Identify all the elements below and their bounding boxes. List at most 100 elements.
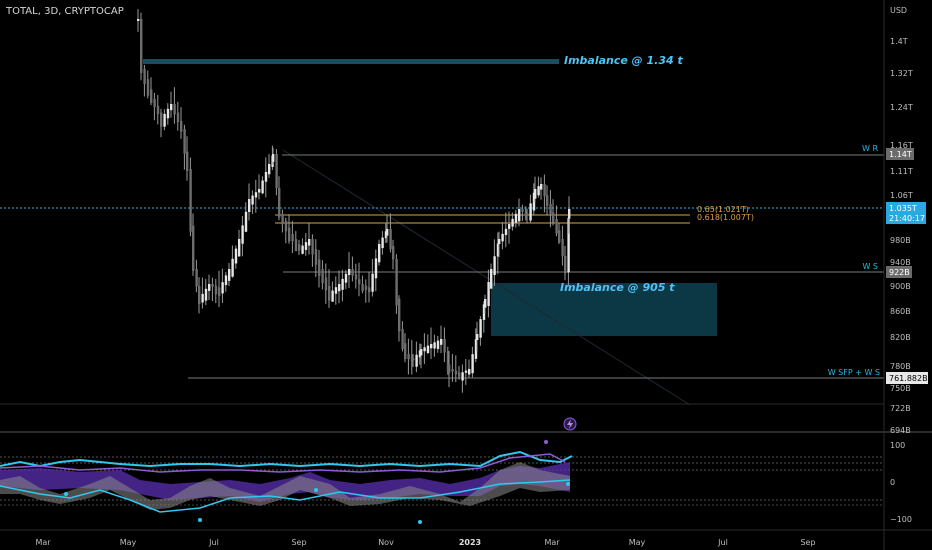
wsfp-price-badge-text: 761.882B (889, 374, 928, 383)
candle-body (150, 89, 153, 103)
price-tick: 820B (890, 333, 911, 342)
price-axis-currency[interactable]: USD (890, 6, 907, 15)
candle-body (344, 273, 348, 283)
candle-body (201, 293, 204, 303)
osc-purple-line (0, 453, 566, 473)
current-price-badge: 1.035T 21:40:17 (886, 202, 926, 224)
candle-body (140, 19, 143, 74)
candle-body (448, 364, 451, 373)
candle-body (508, 224, 511, 229)
candle-body (504, 228, 508, 236)
candle-body (412, 358, 415, 361)
candle-body (248, 199, 251, 212)
candle-body (558, 230, 561, 243)
candle-body (318, 259, 321, 277)
candle-body (261, 180, 264, 194)
ws-price-badge-text: 922B (889, 268, 910, 277)
candle-body (321, 269, 324, 284)
candle-body (521, 209, 524, 212)
candle-body (484, 299, 487, 308)
candle-body (392, 246, 395, 260)
candlestick-series (137, 9, 571, 393)
candle-body (351, 269, 354, 276)
candle-body (474, 339, 478, 359)
trendline (282, 149, 691, 406)
symbol-title[interactable]: TOTAL, 3D, CRYPTOCAP (5, 6, 124, 17)
candle-body (479, 319, 482, 338)
candle-body (176, 112, 180, 123)
osc-dot (566, 482, 570, 486)
candle-body (192, 225, 195, 271)
osc-dot (544, 440, 548, 444)
candle-body (496, 243, 500, 257)
candle-body (198, 286, 201, 305)
price-tick: 1.24T (890, 103, 913, 112)
candle-body (214, 285, 218, 295)
candle-body (358, 279, 361, 285)
candle-body (404, 343, 407, 360)
countdown-text: 21:40:17 (889, 214, 925, 223)
candle-body (288, 227, 291, 242)
imbalance-bottom-label: Imbalance @ 905 t (560, 281, 675, 294)
candle-body (328, 286, 331, 301)
candle-body (324, 277, 328, 291)
candle-body (361, 284, 364, 291)
candle-body (546, 195, 549, 206)
candle-body (443, 339, 446, 353)
osc-dot (198, 518, 202, 522)
candle-body (458, 372, 461, 377)
candle-body (224, 275, 228, 286)
candle-body (378, 244, 381, 263)
candle-body (163, 113, 166, 127)
candle-body (331, 290, 334, 302)
time-tick: Jul (717, 538, 728, 547)
candle-body (436, 340, 440, 349)
lightning-icon[interactable] (563, 417, 577, 431)
candle-body (498, 239, 501, 245)
candle-body (218, 287, 221, 296)
osc-tick: 0 (890, 478, 895, 487)
candle-body (308, 239, 311, 246)
candle-body (354, 274, 358, 280)
osc-grey-area (0, 462, 570, 510)
candle-body (238, 239, 241, 257)
candle-body (564, 256, 567, 274)
price-tick: 750B (890, 384, 911, 393)
candle-body (561, 239, 564, 257)
candle-body (534, 189, 537, 199)
candle-body (166, 108, 170, 119)
candle-body (389, 229, 392, 250)
candle-body (234, 248, 238, 264)
candle-body (294, 239, 298, 252)
candle-body (567, 218, 570, 273)
price-tick: 1.16T (890, 141, 913, 150)
candle-body (471, 354, 474, 374)
candle-body (278, 188, 281, 218)
candle-body (461, 372, 464, 381)
candle-body (529, 203, 532, 221)
candle-body (407, 354, 410, 360)
candle-body (426, 345, 430, 353)
candle-body (180, 121, 183, 132)
candle-body (549, 204, 552, 215)
price-axis[interactable]: USD 1.4T 1.32T 1.24T 1.16T 1.11T 1.06T 9… (886, 6, 928, 524)
candle-body (555, 219, 558, 234)
time-tick: May (120, 538, 137, 547)
imbalance-top-label: Imbalance @ 1.34 t (564, 54, 683, 67)
candle-body (338, 284, 341, 292)
candle-body (401, 329, 404, 350)
osc-tick: 100 (890, 441, 905, 450)
time-tick: Nov (378, 538, 394, 547)
price-tick: 860B (890, 307, 911, 316)
candle-body (451, 369, 454, 372)
wsfp-label: W SFP + W S (828, 368, 880, 377)
candle-body (341, 278, 344, 290)
candle-body (540, 184, 543, 190)
candle-body (381, 237, 384, 249)
candle-body (433, 342, 436, 349)
time-axis[interactable]: Mar May Jul Sep Nov 2023 Mar May Jul Sep (35, 538, 815, 547)
candle-body (153, 99, 156, 108)
price-tick: 1.11T (890, 167, 913, 176)
candle-body (160, 112, 163, 127)
